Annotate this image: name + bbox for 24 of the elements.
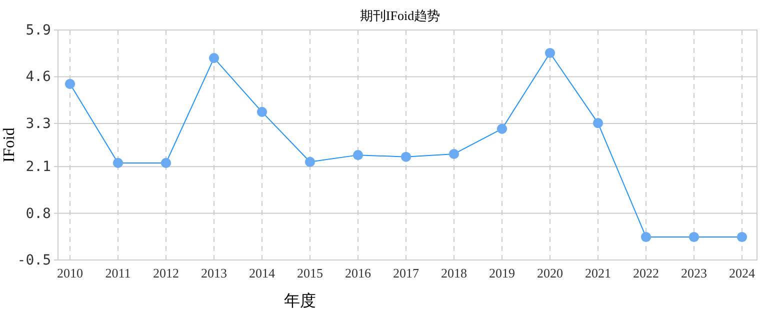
x-tick-label: 2018 (441, 265, 467, 280)
x-tick-label: 2024 (729, 265, 756, 280)
x-tick-label: 2010 (57, 265, 83, 280)
y-tick-label: -0.5 (17, 252, 51, 268)
x-tick-label: 2012 (153, 265, 179, 280)
x-axis-title: 年度 (284, 292, 316, 310)
x-tick-label: 2016 (345, 265, 372, 280)
x-tick-label: 2011 (105, 265, 131, 280)
y-tick-label: 3.3 (26, 116, 51, 132)
x-tick-label: 2020 (537, 265, 563, 280)
x-tick-label: 2022 (633, 265, 659, 280)
y-tick-label: 0.8 (26, 206, 51, 222)
x-tick-label: 2019 (489, 265, 515, 280)
y-tick-label: 2.1 (26, 159, 51, 176)
y-axis-title: IFoid (1, 128, 18, 162)
x-tick-label: 2014 (249, 265, 276, 280)
x-tick-label: 2023 (681, 265, 707, 280)
y-tick-label: 4.6 (26, 69, 51, 86)
x-tick-label: 2021 (585, 265, 611, 280)
chart-title: 期刊IFoid趋势 (360, 8, 440, 23)
x-tick-label: 2017 (393, 265, 420, 280)
y-tick-label: 5.9 (26, 22, 51, 38)
x-tick-label: 2013 (201, 265, 227, 280)
x-tick-label: 2015 (297, 265, 323, 280)
